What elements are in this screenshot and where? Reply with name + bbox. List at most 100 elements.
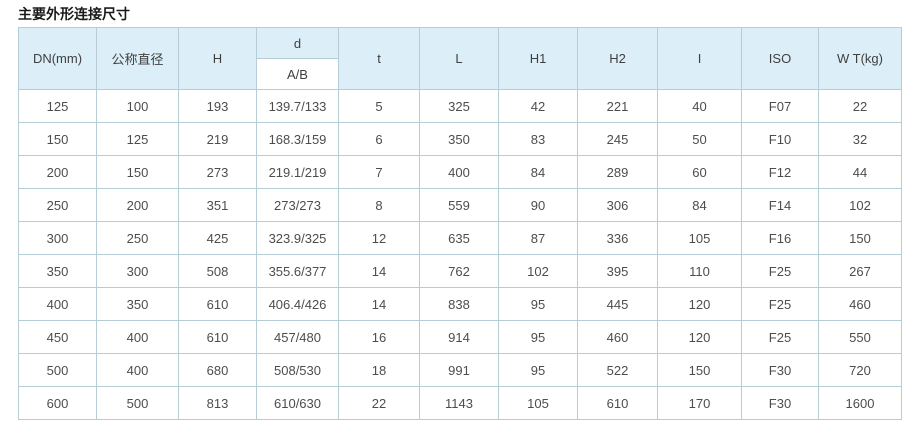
cell-d: 139.7/133 — [256, 89, 339, 123]
cell-h: 610 — [178, 287, 257, 321]
cell-wt: 1600 — [818, 386, 902, 420]
table-row: 200 150 273 219.1/219 7 400 84 289 60 F12 44 — [18, 155, 902, 189]
column-header-h2: H2 — [577, 27, 658, 90]
cell-t: 8 — [338, 188, 420, 222]
cell-l: 559 — [419, 188, 499, 222]
cell-h2: 522 — [577, 353, 658, 387]
cell-h2: 221 — [577, 89, 658, 123]
cell-d: 457/480 — [256, 320, 339, 354]
cell-iso: F25 — [741, 254, 819, 288]
cell-d: 610/630 — [256, 386, 339, 420]
column-header-i: I — [657, 27, 742, 90]
spec-table-body: 125 100 193 139.7/133 5 325 42 221 40 F07 22 150 125… — [18, 89, 902, 420]
cell-h1: 102 — [498, 254, 578, 288]
cell-h1: 87 — [498, 221, 578, 255]
cell-h: 193 — [178, 89, 257, 123]
cell-h: 508 — [178, 254, 257, 288]
cell-nominal: 350 — [96, 287, 179, 321]
cell-nominal: 250 — [96, 221, 179, 255]
cell-i: 120 — [657, 287, 742, 321]
cell-nominal: 400 — [96, 320, 179, 354]
cell-t: 6 — [338, 122, 420, 156]
cell-h: 813 — [178, 386, 257, 420]
cell-nominal: 150 — [96, 155, 179, 189]
cell-t: 18 — [338, 353, 420, 387]
column-header-h: H — [178, 27, 257, 90]
cell-t: 5 — [338, 89, 420, 123]
cell-nominal: 500 — [96, 386, 179, 420]
cell-l: 914 — [419, 320, 499, 354]
column-header-h1: H1 — [498, 27, 578, 90]
column-subheader-d: A/B — [256, 58, 339, 90]
cell-wt: 150 — [818, 221, 902, 255]
cell-iso: F10 — [741, 122, 819, 156]
cell-dn: 150 — [18, 122, 97, 156]
cell-h1: 90 — [498, 188, 578, 222]
cell-wt: 44 — [818, 155, 902, 189]
cell-iso: F16 — [741, 221, 819, 255]
column-header-d: d — [256, 27, 339, 59]
cell-t: 14 — [338, 254, 420, 288]
cell-h1: 84 — [498, 155, 578, 189]
cell-h1: 95 — [498, 353, 578, 387]
cell-dn: 500 — [18, 353, 97, 387]
cell-h1: 42 — [498, 89, 578, 123]
cell-l: 325 — [419, 89, 499, 123]
column-header-t: t — [338, 27, 420, 90]
cell-wt: 460 — [818, 287, 902, 321]
cell-h2: 289 — [577, 155, 658, 189]
cell-l: 762 — [419, 254, 499, 288]
cell-dn: 600 — [18, 386, 97, 420]
cell-h2: 306 — [577, 188, 658, 222]
cell-h1: 95 — [498, 320, 578, 354]
page-title: 主要外形连接尺寸 — [18, 6, 130, 22]
header-row-2: A/B — [19, 58, 902, 90]
cell-dn: 400 — [18, 287, 97, 321]
cell-iso: F14 — [741, 188, 819, 222]
cell-i: 60 — [657, 155, 742, 189]
cell-dn: 250 — [18, 188, 97, 222]
column-header-wt: W T(kg) — [818, 27, 902, 90]
cell-iso: F25 — [741, 287, 819, 321]
table-row: 125 100 193 139.7/133 5 325 42 221 40 F07 22 — [18, 89, 902, 123]
cell-i: 150 — [657, 353, 742, 387]
cell-h2: 336 — [577, 221, 658, 255]
cell-iso: F12 — [741, 155, 819, 189]
table-row: 500 400 680 508/530 18 991 95 522 150 F30 720 — [18, 353, 902, 387]
cell-h: 680 — [178, 353, 257, 387]
cell-h: 425 — [178, 221, 257, 255]
cell-iso: F30 — [741, 353, 819, 387]
cell-l: 991 — [419, 353, 499, 387]
cell-l: 350 — [419, 122, 499, 156]
cell-d: 168.3/159 — [256, 122, 339, 156]
cell-wt: 267 — [818, 254, 902, 288]
cell-t: 16 — [338, 320, 420, 354]
cell-d: 323.9/325 — [256, 221, 339, 255]
column-header-iso: ISO — [741, 27, 819, 90]
table-row: 300 250 425 323.9/325 12 635 87 336 105 F16 150 — [18, 221, 902, 255]
cell-d: 355.6/377 — [256, 254, 339, 288]
cell-iso: F07 — [741, 89, 819, 123]
cell-i: 105 — [657, 221, 742, 255]
cell-h: 273 — [178, 155, 257, 189]
cell-h1: 105 — [498, 386, 578, 420]
cell-t: 14 — [338, 287, 420, 321]
table-row: 150 125 219 168.3/159 6 350 83 245 50 F10 32 — [18, 122, 902, 156]
cell-h1: 83 — [498, 122, 578, 156]
cell-l: 635 — [419, 221, 499, 255]
cell-l: 400 — [419, 155, 499, 189]
cell-t: 22 — [338, 386, 420, 420]
cell-d: 219.1/219 — [256, 155, 339, 189]
cell-wt: 32 — [818, 122, 902, 156]
cell-wt: 102 — [818, 188, 902, 222]
table-row: 450 400 610 457/480 16 914 95 460 120 F25 550 — [18, 320, 902, 354]
cell-l: 1143 — [419, 386, 499, 420]
cell-i: 84 — [657, 188, 742, 222]
cell-l: 838 — [419, 287, 499, 321]
cell-d: 406.4/426 — [256, 287, 339, 321]
cell-i: 170 — [657, 386, 742, 420]
table-row: 400 350 610 406.4/426 14 838 95 445 120 F25 460 — [18, 287, 902, 321]
cell-wt: 550 — [818, 320, 902, 354]
